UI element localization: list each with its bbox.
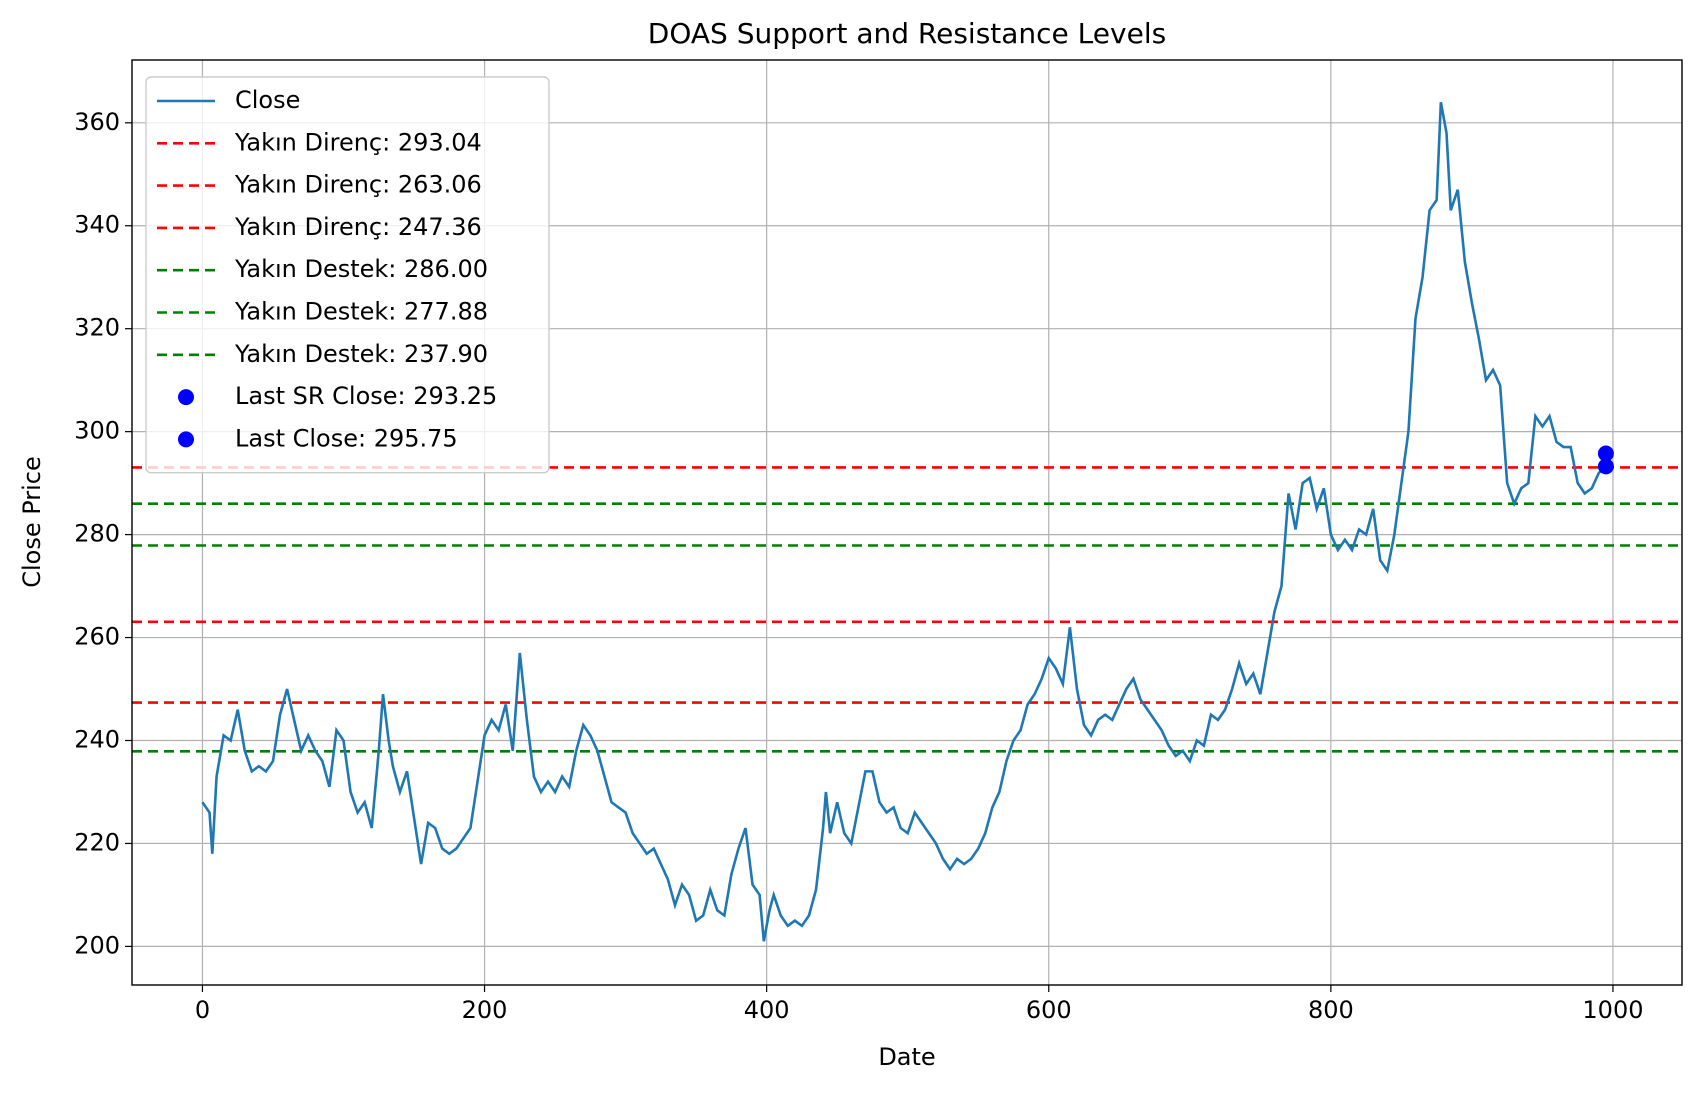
- chart-title: DOAS Support and Resistance Levels: [648, 17, 1166, 50]
- y-tick-label: 320: [74, 314, 120, 342]
- legend-marker: [178, 431, 194, 448]
- line-series: [201, 101, 1613, 942]
- y-tick-label: 360: [74, 108, 120, 136]
- x-tick-label: 400: [744, 996, 790, 1024]
- y-axis-label: Close Price: [18, 456, 46, 588]
- y-tick-label: 340: [74, 211, 120, 239]
- legend-label: Yakın Destek: 237.90: [234, 340, 488, 368]
- y-tick-label: 220: [74, 828, 120, 856]
- x-tick-label: 0: [195, 996, 210, 1024]
- legend-label: Yakın Direnç: 293.04: [234, 128, 482, 156]
- y-tick-label: 200: [74, 931, 120, 959]
- y-tick-label: 300: [74, 417, 120, 445]
- x-tick-label: 600: [1026, 996, 1072, 1024]
- x-tick-label: 800: [1308, 996, 1354, 1024]
- x-axis-label: Date: [878, 1043, 935, 1071]
- x-tick-label: 200: [462, 996, 508, 1024]
- point: [1597, 445, 1614, 462]
- point: [1597, 458, 1614, 475]
- legend-box: [145, 76, 550, 474]
- legend-label: Last SR Close: 293.25: [235, 382, 497, 410]
- legend: Close Yakın Direnç: 293.04 Yakın Direnç: 2…: [145, 76, 550, 474]
- y-tick-label: 240: [74, 725, 120, 753]
- legend-label: Yakın Destek: 286.00: [234, 255, 488, 283]
- legend-label: Yakın Destek: 277.88: [234, 298, 488, 326]
- legend-label: Close: [235, 86, 300, 114]
- y-tick-label: 260: [74, 623, 120, 651]
- legend-label: Yakın Direnç: 247.36: [234, 213, 482, 241]
- legend-label: Yakın Direnç: 263.06: [234, 171, 482, 199]
- legend-label: Last Close: 295.75: [235, 424, 458, 452]
- x-tick-label: 1000: [1582, 996, 1643, 1024]
- y-tick-label: 280: [74, 520, 120, 548]
- plot-frame: [131, 59, 1683, 986]
- legend-marker: [178, 389, 194, 406]
